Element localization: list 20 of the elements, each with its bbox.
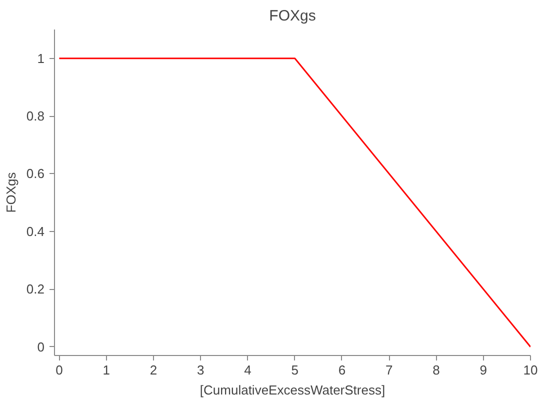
x-tick-label: 9 [480,362,487,378]
x-tick-label: 3 [196,362,204,378]
y-tick-label: 1 [37,50,45,66]
chart-title: FOXgs [269,8,316,24]
y-tick-label: 0.2 [26,282,45,297]
x-tick-label: 6 [338,362,346,378]
x-tick-label: 1 [102,362,110,378]
y-tick-label: 0.6 [26,166,45,182]
y-axis-title: FOXgs [3,172,18,213]
x-tick-label: 2 [150,362,158,378]
x-tick-label: 8 [432,362,440,378]
x-tick-label: 5 [291,362,298,378]
x-tick-label: 10 [523,362,538,378]
y-tick-label: 0.4 [26,224,45,239]
y-tick-label: 0.8 [26,108,45,124]
y-tick-label: 0 [37,339,45,354]
x-axis-title: [CumulativeExcessWaterStress] [200,382,386,398]
x-tick-label: 4 [244,362,252,378]
x-tick-label: 0 [56,362,63,378]
x-tick-label: 7 [386,362,393,378]
